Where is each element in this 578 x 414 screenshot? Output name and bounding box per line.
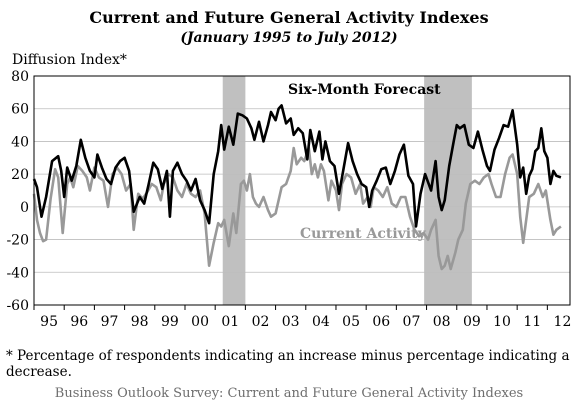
series-lines	[32, 104, 562, 271]
x-tick-label: 08	[433, 314, 451, 330]
x-tick-label: 96	[70, 314, 88, 330]
y-tick-label: 0	[20, 200, 29, 216]
plot-frame	[33, 75, 571, 306]
series-line-current	[32, 146, 562, 271]
source-caption: Business Outlook Survey: Current and Fut…	[54, 386, 524, 401]
x-tick-label: 05	[342, 314, 360, 330]
x-tick-label: 03	[282, 314, 300, 330]
x-tick-label: 98	[131, 314, 149, 330]
x-tick-labels: 95 96 97 98 99 00 01 02 03 04 05 06 07 08 09 10 11 12	[40, 314, 571, 330]
x-tick-label: 95	[40, 314, 58, 330]
series-label-current: Current Activity	[300, 226, 427, 242]
y-tick-label: 20	[11, 167, 29, 183]
chart-subtitle: (January 1995 to July 2012)	[180, 30, 398, 46]
axes	[33, 75, 571, 310]
x-tick-label: 01	[221, 314, 239, 330]
series-line-forecast	[32, 104, 562, 228]
chart-title: Current and Future General Activity Inde…	[89, 8, 489, 27]
x-tick-label: 97	[101, 314, 119, 330]
footnote: * Percentage of respondents indicating a…	[6, 348, 570, 380]
x-tick-label: 99	[161, 314, 179, 330]
x-tick-label: 00	[191, 314, 209, 330]
y-tick-label: -60	[6, 298, 29, 314]
recession-band-0	[222, 76, 246, 305]
series-label-forecast: Six-Month Forecast	[288, 82, 441, 98]
y-tick-labels: -60 -40 -20 0 20 40 60 80	[6, 69, 29, 314]
x-tick-label: 10	[493, 314, 511, 330]
y-tick-label: 80	[11, 69, 29, 85]
x-tick-label: 11	[523, 314, 541, 330]
y-tick-label: 60	[11, 102, 29, 118]
x-tick-label: 09	[463, 314, 481, 330]
x-tick-label: 04	[312, 314, 330, 330]
x-tick-label: 07	[403, 314, 421, 330]
x-tick-label: 12	[554, 314, 572, 330]
x-tick-label: 02	[252, 314, 270, 330]
x-tick-label: 06	[372, 314, 390, 330]
recession-bands	[222, 76, 472, 305]
y-tick-label: 40	[11, 134, 29, 150]
y-tick-label: -20	[6, 233, 29, 249]
y-tick-label: -40	[6, 265, 29, 281]
y-axis-label: Diffusion Index*	[12, 52, 127, 68]
